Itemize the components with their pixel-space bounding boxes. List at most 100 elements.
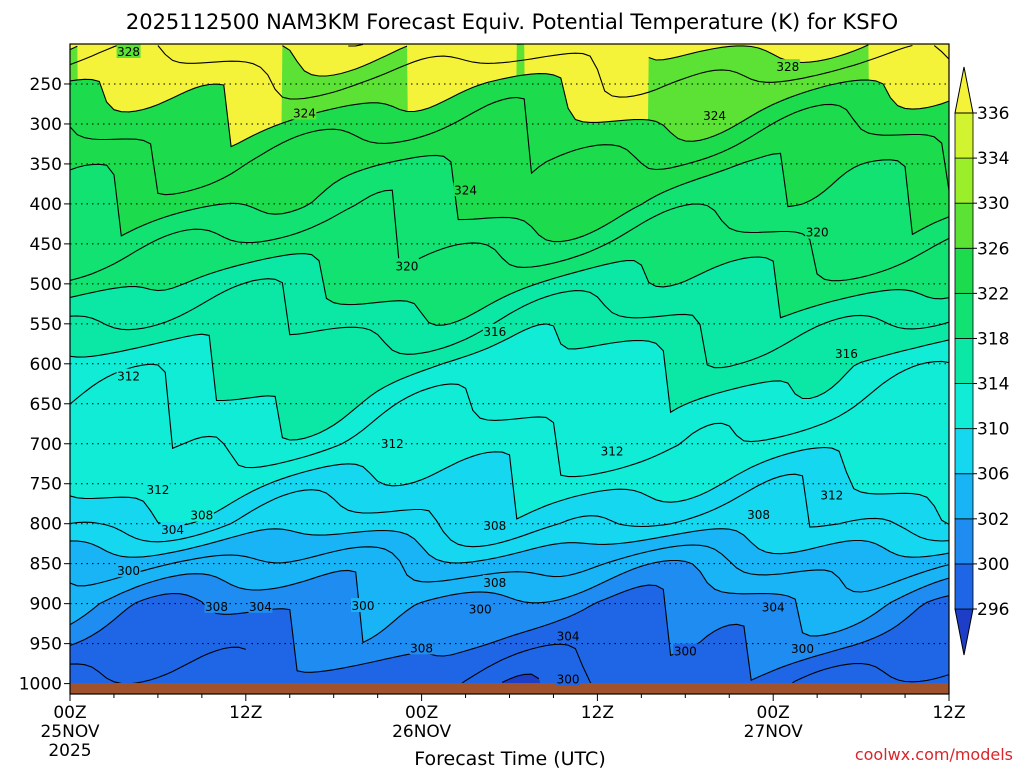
y-tick-label-450: 450	[30, 235, 62, 255]
contour-328	[70, 44, 949, 100]
contour-label-10: 312	[381, 437, 404, 451]
y-tick-label-650: 650	[30, 395, 62, 415]
colorbar-seg-326	[954, 202, 974, 249]
contour-label-27: 300	[674, 645, 697, 659]
contour-304	[70, 544, 949, 593]
contour-label-bg-5	[805, 224, 830, 239]
contour-332	[348, 44, 364, 47]
contour-300	[70, 584, 949, 682]
contour-label-bg-28	[790, 641, 815, 656]
contour-label-3: 324	[703, 109, 726, 123]
colorbar-label-336: 336	[977, 104, 1009, 124]
y-tick-label-850: 850	[30, 555, 62, 575]
colorbar-arrow-high	[954, 66, 974, 114]
contour-label-11: 312	[601, 445, 624, 459]
colorbar-label-318: 318	[977, 329, 1009, 349]
colorbar-label-310: 310	[977, 420, 1009, 440]
contour-label-bg-13	[819, 487, 844, 502]
contour-label-bg-16	[746, 506, 771, 521]
contour-label-bg-4	[453, 182, 478, 197]
colorbar-label-296: 296	[977, 600, 1009, 620]
contour-label-bg-21	[248, 598, 273, 613]
y-tick-label-600: 600	[30, 355, 62, 375]
contour-label-20: 308	[205, 600, 228, 614]
contour-label-16: 308	[747, 508, 770, 522]
contour-label-bg-24	[761, 599, 786, 614]
y-tick-label-950: 950	[30, 635, 62, 655]
contour-308	[70, 473, 949, 548]
y-tick-label-250: 250	[30, 75, 62, 95]
contour-label-bg-14	[189, 507, 214, 522]
x-tick-label-12-0: 12Z	[229, 703, 262, 723]
x-tick-label-0-0: 00Z	[53, 703, 86, 723]
x-tick-label-60-0: 12Z	[932, 703, 965, 723]
colorbar-label-322: 322	[977, 284, 1009, 304]
x-tick-label-0-1: 25NOV	[40, 722, 99, 742]
contour-label-bg-25	[556, 628, 581, 643]
contour-label-9: 312	[117, 370, 140, 384]
y-tick-label-750: 750	[30, 475, 62, 495]
contour-296	[501, 673, 540, 683]
contour-298	[70, 643, 949, 694]
y-tick-label-400: 400	[30, 195, 62, 215]
x-tick-label-24-0: 00Z	[405, 703, 438, 723]
colorbar-label-334: 334	[977, 149, 1009, 169]
colorbar-label-302: 302	[977, 510, 1009, 530]
contour-label-bg-8	[834, 346, 859, 361]
x-tick-label-48-1: 27NOV	[744, 722, 803, 742]
contour-label-bg-12	[145, 482, 170, 497]
contour-label-bg-15	[482, 518, 507, 533]
contour-label-24: 304	[762, 601, 785, 615]
contour-330	[70, 44, 869, 77]
color-bands	[70, 44, 949, 694]
colorbar: 296 300 302 306 310 314 318 322 326 330 334 336	[954, 66, 1009, 656]
chart-title: 2025112500 NAM3KM Forecast Equiv. Potent…	[126, 10, 898, 34]
y-tick-label-300: 300	[30, 115, 62, 135]
colorbar-label-300: 300	[977, 555, 1009, 575]
contour-label-13: 312	[820, 489, 843, 503]
contour-label-bg-3	[702, 107, 727, 122]
ground-terrain	[70, 683, 949, 694]
colorbar-seg-322	[954, 247, 974, 294]
contour-label-bg-22	[351, 598, 375, 613]
x-tick-label-48-0: 00Z	[757, 703, 790, 723]
contour-label-bg-1	[775, 59, 800, 74]
contour-316	[70, 278, 949, 369]
contour-label-bg-29	[556, 671, 581, 686]
contour-label-bg-0	[116, 43, 141, 58]
x-axis-label: Forecast Time (UTC)	[414, 748, 605, 768]
contour-label-bg-9	[116, 368, 141, 383]
contour-label-5: 320	[806, 226, 829, 240]
contour-label-4: 324	[454, 183, 477, 197]
colorbar-seg-306	[954, 428, 974, 475]
contour-320	[70, 189, 949, 282]
contour-label-7: 316	[483, 325, 506, 339]
contour-label-2: 324	[293, 107, 316, 121]
y-tick-label-500: 500	[30, 275, 62, 295]
contour-label-bg-6	[394, 258, 419, 273]
colorbar-label-330: 330	[977, 194, 1009, 214]
y-tick-label-550: 550	[30, 315, 62, 335]
colorbar-seg-318	[954, 292, 974, 339]
x-tick-label-36-0: 12Z	[581, 703, 614, 723]
contour-label-25: 304	[557, 629, 580, 643]
contour-label-17: 304	[161, 523, 184, 537]
contour-label-bg-26	[409, 640, 434, 655]
contour-label-15: 308	[483, 519, 506, 533]
contour-314	[70, 323, 949, 441]
colorbar-label-326: 326	[977, 239, 1009, 259]
contour-label-bg-20	[204, 598, 229, 613]
y-tick-label-700: 700	[30, 435, 62, 455]
contour-label-bg-11	[600, 443, 625, 458]
contour-label-12: 312	[146, 483, 169, 497]
y-tick-label-800: 800	[30, 515, 62, 535]
pressure-axis: 250 300 350 400 450 500 550 600 650 700 750 800 850 9…	[19, 75, 70, 695]
plot-area	[70, 44, 949, 694]
colorbar-seg-296	[954, 563, 974, 610]
contour-326	[70, 73, 949, 148]
contour-302	[70, 559, 949, 644]
colorbar-arrow-low	[954, 608, 974, 656]
contour-label-6: 320	[395, 259, 418, 273]
